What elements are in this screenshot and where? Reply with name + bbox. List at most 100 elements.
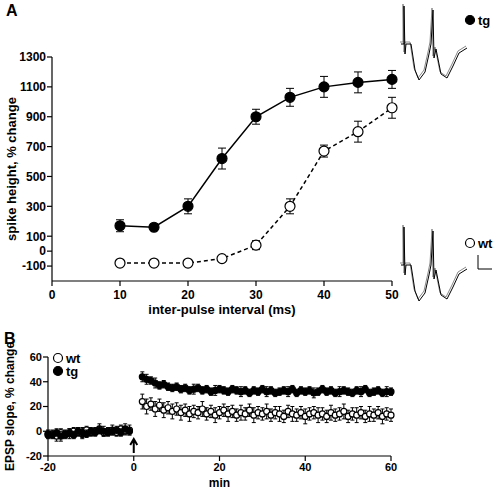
x-tick	[119, 281, 120, 286]
data-point	[217, 154, 227, 164]
data-point	[115, 221, 125, 231]
y-tick	[43, 356, 48, 357]
x-tick	[255, 281, 256, 286]
y-axis-label: EPSP slope, % change	[3, 342, 17, 471]
error-bar	[286, 199, 294, 214]
error-bar	[278, 407, 282, 422]
data-point	[285, 92, 295, 102]
y-axis-label: spike height, % change	[4, 97, 19, 241]
y-tick-label: 1100	[20, 80, 46, 94]
panel-label: A	[6, 2, 18, 19]
y-tick	[43, 406, 48, 407]
stimulus-arrow	[130, 439, 137, 453]
data-point	[115, 258, 125, 268]
y-tick-label: 100	[26, 230, 46, 244]
y-tick	[47, 86, 52, 87]
x-tick	[391, 281, 392, 286]
y-tick	[47, 56, 52, 57]
y-tick-label: -100	[22, 259, 46, 273]
y-tick	[47, 146, 52, 147]
y-tick-label: 0	[39, 244, 46, 258]
data-point	[149, 222, 159, 232]
error-bar	[184, 199, 192, 214]
data-point	[388, 389, 394, 395]
y-tick	[47, 251, 52, 252]
y-tick-label: 900	[26, 110, 46, 124]
x-tick-label: 0	[131, 461, 137, 473]
error-bar	[252, 241, 260, 250]
data-point	[319, 146, 329, 156]
series-line	[120, 79, 392, 227]
y-tick-label: 1300	[19, 50, 46, 64]
error-bar	[116, 220, 124, 232]
x-axis-label: min	[209, 476, 230, 490]
trace-inset	[401, 227, 467, 301]
error-bar	[320, 76, 328, 97]
plot-area	[45, 372, 394, 441]
error-bar	[389, 388, 393, 395]
legend-label: wt	[477, 236, 493, 251]
y-tick-label: 20	[30, 400, 42, 412]
legend-marker	[466, 239, 475, 248]
y-tick-label: 40	[30, 376, 42, 388]
x-tick-label: 50	[385, 288, 399, 302]
legend-marker	[54, 367, 63, 376]
data-point	[149, 258, 159, 268]
data-point	[319, 82, 329, 92]
y-tick	[47, 176, 52, 177]
x-axis	[52, 280, 392, 281]
data-point	[285, 201, 295, 211]
scale-bar	[478, 255, 492, 269]
data-point	[126, 428, 132, 434]
data-point	[387, 74, 397, 84]
trace-inset	[401, 6, 467, 80]
x-axis-label: inter-pulse interval (ms)	[148, 302, 295, 317]
x-tick	[187, 281, 188, 286]
data-point	[353, 77, 363, 87]
data-point	[251, 112, 261, 122]
chart: A-10001003005007009001100130001020304050…	[4, 2, 493, 317]
legend-label: tg	[478, 13, 490, 28]
x-tick-label: 10	[113, 288, 127, 302]
plot-area	[115, 70, 397, 268]
data-point	[387, 103, 397, 113]
y-tick-label: 500	[26, 170, 46, 184]
x-tick-label: 30	[249, 288, 263, 302]
figure: A-10001003005007009001100130001020304050…	[0, 0, 500, 498]
error-bar	[218, 148, 226, 169]
series-line	[120, 108, 392, 263]
chart: B-200204060-200204060minEPSP slope, % ch…	[3, 330, 397, 490]
error-bar	[252, 109, 260, 124]
y-tick-label: 300	[26, 200, 46, 214]
data-point	[388, 412, 394, 418]
y-tick-label: 60	[30, 351, 42, 363]
y-tick	[43, 455, 48, 456]
x-tick	[51, 281, 52, 286]
error-bar	[355, 408, 359, 423]
x-tick-label: 60	[385, 461, 397, 473]
data-point	[353, 127, 363, 137]
y-tick	[47, 265, 52, 266]
data-point	[217, 254, 227, 264]
error-bar	[388, 97, 396, 118]
error-bar	[286, 88, 294, 106]
legend-marker	[466, 16, 475, 25]
x-tick-label: -20	[40, 461, 56, 473]
y-tick	[47, 236, 52, 237]
data-point	[183, 201, 193, 211]
error-bar	[389, 409, 393, 421]
x-tick-label: 20	[181, 288, 195, 302]
y-tick-label: 0	[36, 425, 42, 437]
y-tick	[43, 381, 48, 382]
y-tick	[47, 206, 52, 207]
error-bar	[320, 145, 328, 157]
error-bar	[354, 72, 362, 93]
x-tick	[323, 281, 324, 286]
data-point	[251, 240, 261, 250]
x-tick-label: 40	[317, 288, 331, 302]
error-bar	[354, 121, 362, 142]
legend-marker	[54, 354, 63, 363]
y-tick	[47, 116, 52, 117]
x-tick-label: 40	[299, 461, 311, 473]
y-tick-label: 700	[26, 140, 46, 154]
